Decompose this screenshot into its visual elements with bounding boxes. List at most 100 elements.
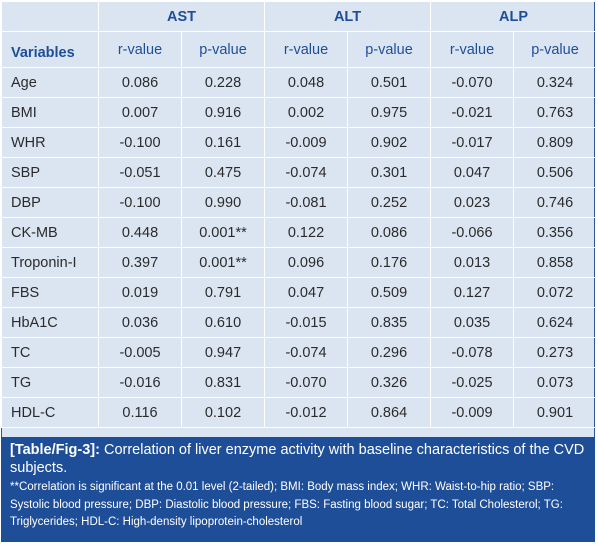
p-value-cell: 0.990 xyxy=(181,187,265,218)
p-value-cell: 0.086 xyxy=(347,217,431,248)
table-body: Age 0.086 0.228 0.048 0.501 -0.070 0.324 BMI 0.0… xyxy=(1,67,597,428)
table-row: HDL-C 0.116 0.102 -0.012 0.864 -0.009 0.901 xyxy=(1,397,597,428)
subheader-alp-p: p-value xyxy=(513,31,597,68)
table-row: FBS 0.019 0.791 0.047 0.509 0.127 0.072 xyxy=(1,277,597,308)
row-variable: Troponin-I xyxy=(1,247,99,278)
r-value-cell: -0.081 xyxy=(264,187,348,218)
p-value-cell: 0.324 xyxy=(513,67,597,98)
r-value-cell: 0.035 xyxy=(430,307,514,338)
p-value-cell: 0.102 xyxy=(181,397,265,428)
table-row: BMI 0.007 0.916 0.002 0.975 -0.021 0.763 xyxy=(1,97,597,128)
table-row: HbA1C 0.036 0.610 -0.015 0.835 0.035 0.624 xyxy=(1,307,597,338)
r-value-cell: 0.397 xyxy=(98,247,182,278)
p-value-cell: 0.975 xyxy=(347,97,431,128)
p-value-cell: 0.501 xyxy=(347,67,431,98)
r-value-cell: -0.070 xyxy=(430,67,514,98)
p-value-cell: 0.475 xyxy=(181,157,265,188)
row-variable: CK-MB xyxy=(1,217,99,248)
group-header-alt: ALT xyxy=(264,1,431,32)
variables-header: Variables xyxy=(1,31,99,68)
table-row: Troponin-I 0.397 0.001** 0.096 0.176 0.013 0.8… xyxy=(1,247,597,278)
table-row: DBP -0.100 0.990 -0.081 0.252 0.023 0.746 xyxy=(1,187,597,218)
r-value-cell: -0.005 xyxy=(98,337,182,368)
row-variable: WHR xyxy=(1,127,99,158)
p-value-cell: 0.001** xyxy=(181,217,265,248)
p-value-cell: 0.509 xyxy=(347,277,431,308)
p-value-cell: 0.864 xyxy=(347,397,431,428)
p-value-cell: 0.356 xyxy=(513,217,597,248)
r-value-cell: -0.015 xyxy=(264,307,348,338)
r-value-cell: -0.051 xyxy=(98,157,182,188)
row-variable: HDL-C xyxy=(1,397,99,428)
p-value-cell: 0.763 xyxy=(513,97,597,128)
r-value-cell: -0.009 xyxy=(430,397,514,428)
correlation-table: AST ALT ALP Variables r-value p-value r-… xyxy=(1,1,597,428)
caption-label: [Table/Fig-3]: xyxy=(10,442,100,458)
r-value-cell: -0.017 xyxy=(430,127,514,158)
r-value-cell: -0.016 xyxy=(98,367,182,398)
row-variable: HbA1C xyxy=(1,307,99,338)
row-variable: DBP xyxy=(1,187,99,218)
subheader-ast-p: p-value xyxy=(181,31,265,68)
p-value-cell: 0.326 xyxy=(347,367,431,398)
subheader-alt-r: r-value xyxy=(264,31,348,68)
group-header-alp: ALP xyxy=(430,1,597,32)
p-value-cell: 0.506 xyxy=(513,157,597,188)
subheader-ast-r: r-value xyxy=(98,31,182,68)
table-row: TC -0.005 0.947 -0.074 0.296 -0.078 0.273 xyxy=(1,337,597,368)
p-value-cell: 0.252 xyxy=(347,187,431,218)
table-row: CK-MB 0.448 0.001** 0.122 0.086 -0.066 0.356 xyxy=(1,217,597,248)
table-row: SBP -0.051 0.475 -0.074 0.301 0.047 0.506 xyxy=(1,157,597,188)
r-value-cell: 0.036 xyxy=(98,307,182,338)
caption-title: [Table/Fig-3]: Correlation of liver enzy… xyxy=(10,441,587,477)
p-value-cell: 0.228 xyxy=(181,67,265,98)
r-value-cell: 0.048 xyxy=(264,67,348,98)
table-caption: [Table/Fig-3]: Correlation of liver enzy… xyxy=(1,437,595,542)
p-value-cell: 0.831 xyxy=(181,367,265,398)
r-value-cell: -0.100 xyxy=(98,187,182,218)
header-corner xyxy=(1,1,99,32)
r-value-cell: -0.012 xyxy=(264,397,348,428)
p-value-cell: 0.301 xyxy=(347,157,431,188)
subheader-row: Variables r-value p-value r-value p-valu… xyxy=(1,31,597,68)
p-value-cell: 0.901 xyxy=(513,397,597,428)
r-value-cell: 0.122 xyxy=(264,217,348,248)
r-value-cell: -0.100 xyxy=(98,127,182,158)
p-value-cell: 0.746 xyxy=(513,187,597,218)
r-value-cell: 0.023 xyxy=(430,187,514,218)
table-row: TG -0.016 0.831 -0.070 0.326 -0.025 0.073 xyxy=(1,367,597,398)
r-value-cell: -0.078 xyxy=(430,337,514,368)
r-value-cell: -0.021 xyxy=(430,97,514,128)
subheader-alp-r: r-value xyxy=(430,31,514,68)
r-value-cell: 0.013 xyxy=(430,247,514,278)
subheader-alt-p: p-value xyxy=(347,31,431,68)
group-header-ast: AST xyxy=(98,1,265,32)
p-value-cell: 0.916 xyxy=(181,97,265,128)
r-value-cell: -0.009 xyxy=(264,127,348,158)
r-value-cell: 0.116 xyxy=(98,397,182,428)
row-variable: FBS xyxy=(1,277,99,308)
r-value-cell: 0.086 xyxy=(98,67,182,98)
p-value-cell: 0.610 xyxy=(181,307,265,338)
p-value-cell: 0.176 xyxy=(347,247,431,278)
p-value-cell: 0.791 xyxy=(181,277,265,308)
r-value-cell: 0.047 xyxy=(430,157,514,188)
p-value-cell: 0.001** xyxy=(181,247,265,278)
table-row: WHR -0.100 0.161 -0.009 0.902 -0.017 0.809 xyxy=(1,127,597,158)
p-value-cell: 0.835 xyxy=(347,307,431,338)
r-value-cell: 0.007 xyxy=(98,97,182,128)
caption-note: **Correlation is significant at the 0.01… xyxy=(10,481,563,528)
row-variable: TG xyxy=(1,367,99,398)
p-value-cell: 0.073 xyxy=(513,367,597,398)
r-value-cell: -0.070 xyxy=(264,367,348,398)
p-value-cell: 0.858 xyxy=(513,247,597,278)
p-value-cell: 0.624 xyxy=(513,307,597,338)
p-value-cell: 0.296 xyxy=(347,337,431,368)
r-value-cell: 0.002 xyxy=(264,97,348,128)
p-value-cell: 0.947 xyxy=(181,337,265,368)
table-row: Age 0.086 0.228 0.048 0.501 -0.070 0.324 xyxy=(1,67,597,98)
r-value-cell: 0.448 xyxy=(98,217,182,248)
r-value-cell: 0.047 xyxy=(264,277,348,308)
r-value-cell: 0.019 xyxy=(98,277,182,308)
r-value-cell: 0.127 xyxy=(430,277,514,308)
